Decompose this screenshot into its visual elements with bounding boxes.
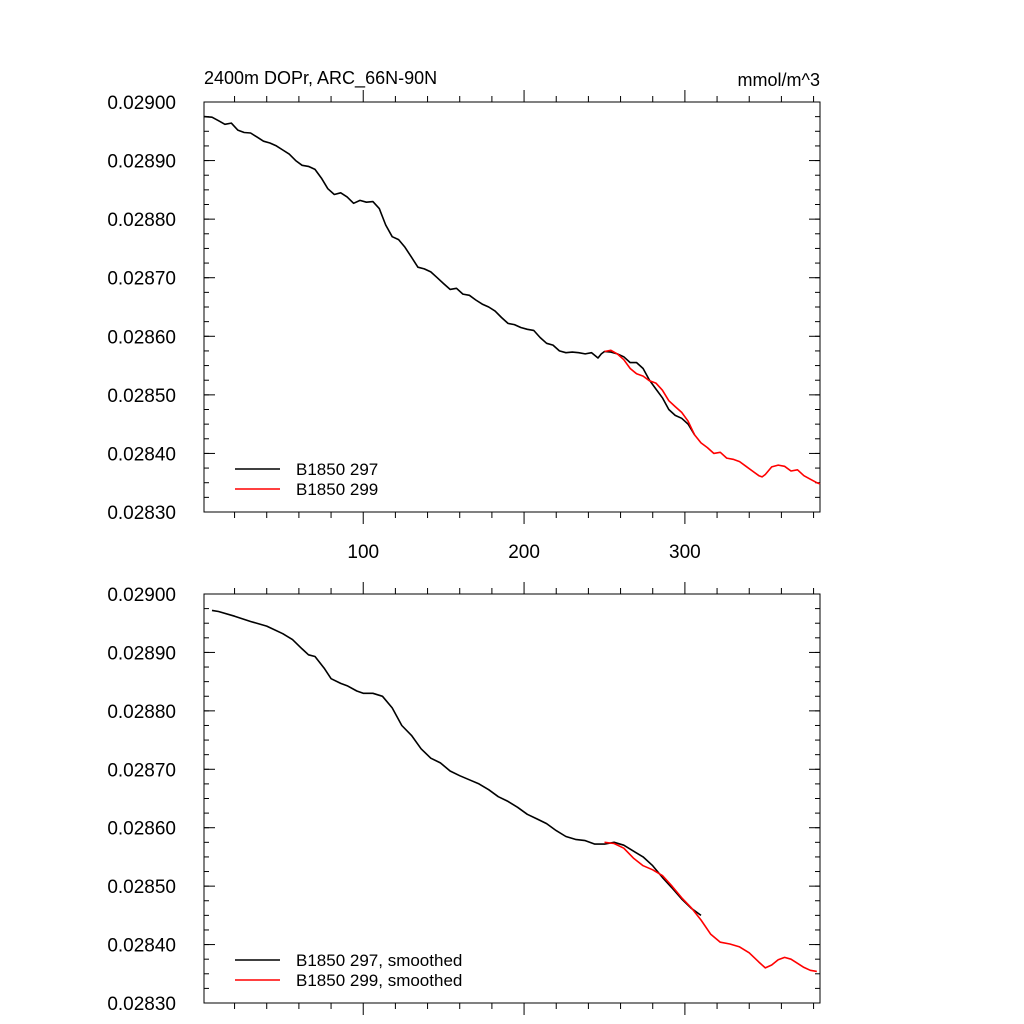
x-tick-label: 200 <box>508 542 540 563</box>
y-tick-label: 0.02900 <box>107 93 176 114</box>
legend-label: B1850 297, smoothed <box>296 951 462 970</box>
bottom-panel: 0.02830 0.02840 0.02850 0.02860 0.02870 0.028… <box>107 582 821 1015</box>
legend-label: B1850 299 <box>296 480 378 499</box>
series-line-299 <box>604 349 821 485</box>
y-tick-label: 0.02880 <box>107 702 176 723</box>
top-panel: 0.02830 0.02840 0.02850 0.02860 0.02870 0.028… <box>107 90 821 563</box>
series-line-299 <box>604 841 817 973</box>
legend-label: B1850 299, smoothed <box>296 971 462 990</box>
y-tick-label: 0.02880 <box>107 210 176 231</box>
y-tick-label: 0.02830 <box>107 503 176 524</box>
x-tick-label: 300 <box>669 542 701 563</box>
x-tick-label: 100 <box>347 542 379 563</box>
y-tick-label: 0.02900 <box>107 585 176 606</box>
y-tick-label: 0.02830 <box>107 994 176 1015</box>
y-tick-label: 0.02840 <box>107 444 176 465</box>
y-tick-label: 0.02850 <box>107 877 176 898</box>
y-tick-label: 0.02850 <box>107 386 176 407</box>
y-tick-label: 0.02870 <box>107 269 176 290</box>
series-line-297 <box>203 115 696 436</box>
units-label: mmol/m^3 <box>738 70 820 90</box>
legend-label: B1850 297 <box>296 460 378 479</box>
y-tick-label: 0.02840 <box>107 936 176 957</box>
y-tick-label: 0.02860 <box>107 327 176 348</box>
y-tick-label: 0.02890 <box>107 152 176 173</box>
series-line-297 <box>211 609 702 917</box>
y-tick-label: 0.02860 <box>107 819 176 840</box>
y-tick-label: 0.02870 <box>107 760 176 781</box>
y-tick-label: 0.02890 <box>107 643 176 664</box>
chart-title: 2400m DOPr, ARC_66N-90N <box>204 68 437 89</box>
plot-frame <box>203 593 821 1004</box>
plot-frame <box>203 101 821 513</box>
